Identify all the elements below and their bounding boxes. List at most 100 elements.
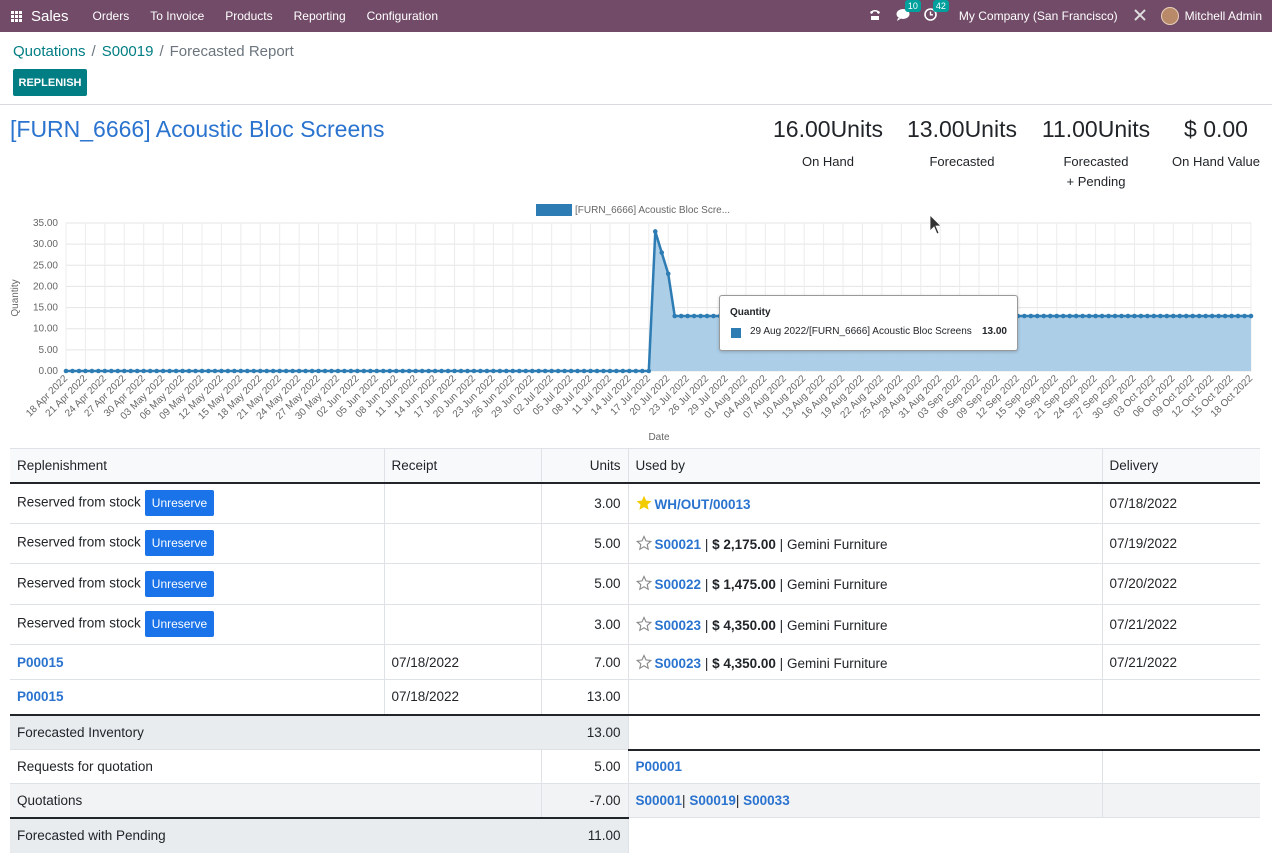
avatar[interactable] — [1160, 7, 1179, 25]
chart-point — [1132, 313, 1137, 319]
breadcrumb: Quotations / S00019 / Forecasted Report — [13, 43, 294, 60]
menu-configuration[interactable]: Configuration — [366, 9, 439, 23]
chart-point — [335, 368, 341, 374]
kpi-on-hand-value[interactable]: $ 0.00 On Hand Value — [1164, 116, 1268, 172]
star-outline-icon[interactable] — [635, 615, 652, 632]
chart-point — [361, 368, 367, 374]
star-filled-icon[interactable] — [636, 495, 652, 511]
menu-orders[interactable]: Orders — [92, 9, 130, 23]
star-outline-icon[interactable] — [635, 534, 652, 551]
reserved-label: Reserved from stock — [17, 494, 141, 510]
chart-point — [283, 368, 289, 374]
menu-to-invoice[interactable]: To Invoice — [150, 9, 205, 23]
apps-menu-icon[interactable] — [11, 10, 22, 22]
unreserve-button[interactable]: Unreserve — [144, 530, 215, 557]
breadcrumb-current: Forecasted Report — [169, 43, 294, 60]
receipt-cell: 07/18/2022 — [384, 679, 542, 715]
chart-point — [109, 368, 114, 374]
kpi-forecasted[interactable]: 13.00Units Forecasted — [902, 116, 1022, 172]
chart-point — [594, 368, 600, 374]
app-name[interactable]: Sales — [31, 7, 69, 25]
chart-point — [536, 368, 542, 374]
chart-point — [393, 368, 399, 374]
kpi-forecasted-pending[interactable]: 11.00Units Forecasted + Pending — [1036, 116, 1156, 192]
purchase-order-link[interactable]: P00015 — [17, 689, 64, 705]
breadcrumb-order[interactable]: S00019 — [101, 43, 154, 60]
order-link[interactable]: S00023 — [654, 655, 702, 671]
chart-point — [1203, 313, 1208, 319]
menu-products[interactable]: Products — [225, 9, 273, 23]
col-replenishment: Replenishment — [10, 448, 385, 484]
chart-point — [672, 313, 677, 319]
rfq-link[interactable]: P00001 — [635, 759, 683, 775]
star-outline-icon[interactable] — [635, 653, 652, 670]
replenishment-cell: P00015 — [10, 644, 385, 680]
quotation-link[interactable]: S00033 — [743, 793, 790, 808]
chart-point — [63, 368, 69, 374]
chart-point — [652, 229, 658, 234]
menu-reporting[interactable]: Reporting — [293, 9, 346, 23]
messages-icon[interactable]: 10 — [896, 0, 921, 24]
navbar-systray: 10 42 My Company (San Francisco) Mitchel… — [868, 0, 1262, 32]
kpi-on-hand[interactable]: 16.00Units On Hand — [768, 116, 888, 172]
star-outline-icon[interactable] — [635, 575, 652, 591]
kpi-value: $ 0.00 — [1184, 116, 1248, 142]
order-link[interactable]: S00023 — [654, 617, 702, 633]
product-title[interactable]: [FURN_6666] Acoustic Bloc Screens — [10, 116, 385, 142]
chart-point — [290, 368, 295, 374]
used-by-link[interactable]: WH/OUT/00013 — [654, 496, 751, 512]
chart-point — [199, 368, 205, 374]
chart-point — [225, 368, 231, 374]
chart-point — [1093, 313, 1098, 319]
chart-point — [1099, 313, 1105, 319]
chart-point — [523, 368, 529, 374]
chart-point — [257, 368, 263, 374]
chart-point — [342, 368, 347, 374]
chart-tooltip: Quantity 29 Aug 2022/[FURN_6666] Acousti… — [719, 295, 1018, 351]
chart-point — [698, 313, 703, 319]
mouse-cursor-icon — [930, 215, 942, 235]
company-switcher[interactable]: My Company (San Francisco) — [958, 9, 1118, 23]
used-by-cell: S00023 | $ 4,350.00 | Gemini Furniture — [628, 604, 1103, 645]
quotation-link[interactable]: S00001 — [635, 793, 683, 808]
unreserve-button[interactable]: Unreserve — [144, 490, 215, 516]
chart-point — [484, 368, 490, 374]
chart-point — [445, 368, 451, 374]
forecast-chart[interactable]: 0.00 5.00 10.00 15.00 20.00 25.00 30.00 35.00 1… — [0, 198, 1272, 446]
chart-point — [1145, 313, 1150, 319]
replenishment-cell: Reserved from stock Unreserve — [10, 604, 385, 645]
chart-point — [277, 368, 282, 374]
chart-point — [665, 271, 671, 277]
chart-point — [329, 368, 334, 374]
quotation-link[interactable]: S00019 — [689, 793, 736, 808]
debug-tools-icon[interactable] — [1133, 8, 1147, 25]
chart-point — [1073, 313, 1079, 319]
order-link[interactable]: S00021 — [654, 536, 702, 552]
chart-point — [219, 368, 224, 374]
replenish-button[interactable]: REPLENISH — [13, 69, 87, 96]
kpi-label: On Hand Value — [1172, 154, 1260, 169]
unreserve-button[interactable]: Unreserve — [144, 570, 215, 597]
y-tick-label: 0.00 — [39, 366, 59, 377]
chart-point — [96, 368, 101, 374]
chart-point — [704, 313, 710, 319]
phone-icon[interactable] — [868, 8, 882, 25]
purchase-order-link[interactable]: P00015 — [17, 654, 64, 670]
replenishment-cell: Reserved from stock Unreserve — [10, 523, 385, 564]
chart-legend: [FURN_6666] Acoustic Bloc Scre... — [575, 205, 730, 216]
chart-point — [432, 368, 438, 374]
chart-point — [1196, 313, 1202, 319]
used-by-cell — [628, 679, 1103, 715]
chart-point — [588, 368, 593, 374]
breadcrumb-quotations[interactable]: Quotations — [13, 43, 86, 60]
chart-point — [529, 368, 535, 374]
chart-point — [1067, 313, 1072, 319]
replenishment-cell: P00015 — [10, 679, 385, 715]
chart-point — [452, 368, 457, 374]
chart-point — [348, 368, 354, 374]
order-link[interactable]: S00022 — [654, 577, 702, 593]
pipe-separator: | — [779, 577, 784, 593]
user-menu[interactable]: Mitchell Admin — [1184, 9, 1262, 23]
unreserve-button[interactable]: Unreserve — [144, 611, 215, 638]
activities-clock-icon[interactable]: 42 — [924, 0, 949, 24]
